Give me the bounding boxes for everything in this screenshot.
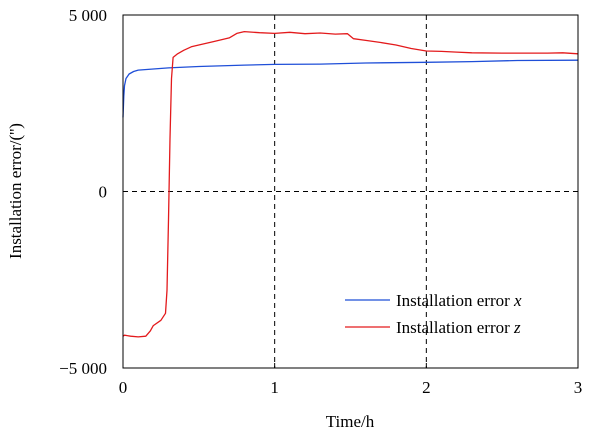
x-axis-label: Time/h [326, 412, 375, 431]
series-line-x [122, 59, 579, 118]
legend-label-z-var: z [513, 318, 521, 337]
legend-label-x-prefix: Installation error [396, 291, 514, 310]
y-tick-label: 0 [99, 183, 108, 202]
y-axis-label: Installation error/('') [6, 123, 25, 259]
series-layer [122, 30, 579, 338]
x-tick-label: 2 [422, 378, 431, 397]
legend-label-z-prefix: Installation error [396, 318, 514, 337]
x-tick-label: 1 [270, 378, 279, 397]
legend-label-x-var: x [513, 291, 522, 310]
legend-label-x: Installation error x [396, 291, 522, 310]
legend-label-z: Installation error z [396, 318, 521, 337]
reference-lines [123, 15, 578, 368]
x-tick-label: 0 [119, 378, 128, 397]
series-line-z [122, 30, 579, 338]
y-tick-label: 5 000 [69, 6, 107, 25]
legend: Installation error x Installation error … [345, 291, 522, 337]
axis-ticks: 0 1 2 3 −5 000 0 5 000 [59, 6, 582, 397]
x-tick-label: 3 [574, 378, 583, 397]
y-tick-label: −5 000 [59, 359, 107, 378]
